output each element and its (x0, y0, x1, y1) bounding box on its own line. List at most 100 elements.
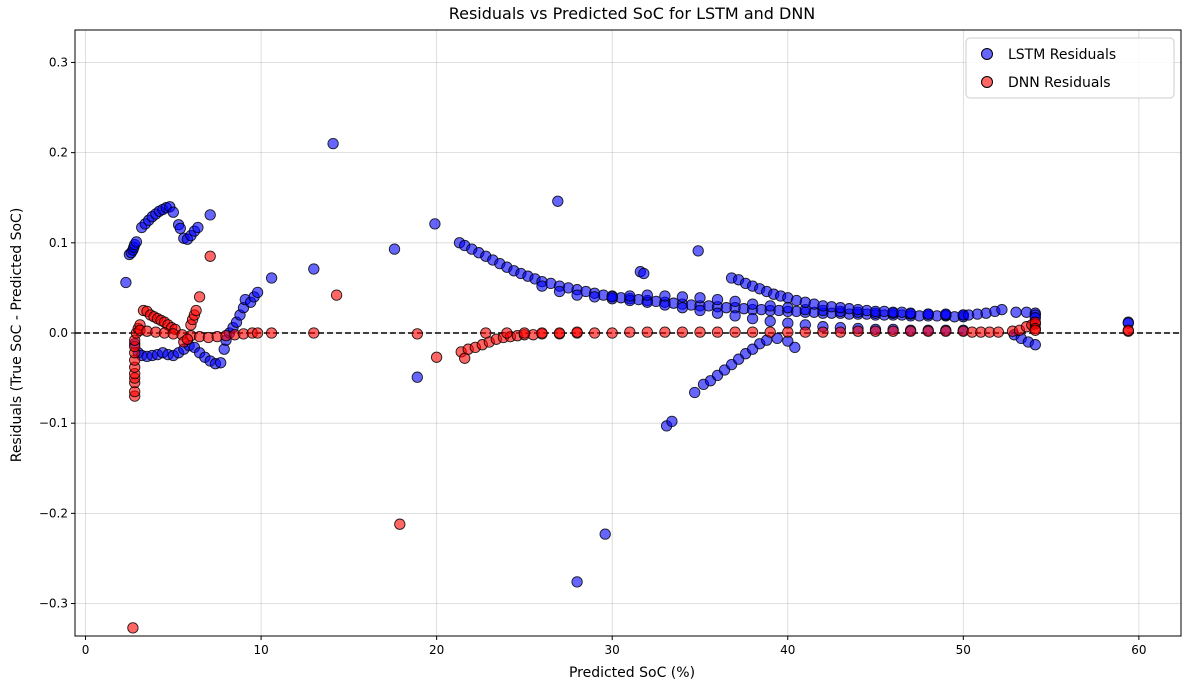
data-point (388, 243, 401, 255)
data-point (204, 250, 216, 262)
data-point (764, 326, 776, 338)
data-point (599, 528, 611, 540)
data-point (694, 292, 706, 304)
data-point (711, 293, 724, 306)
data-point (659, 326, 671, 338)
data-point (327, 137, 339, 150)
data-point (1122, 324, 1134, 336)
y-tick-label: 0.3 (49, 55, 68, 69)
data-point (192, 221, 204, 234)
data-point (729, 295, 741, 308)
legend-label-lstm: LSTM Residuals (1008, 47, 1116, 63)
data-point (711, 326, 724, 338)
data-point (817, 326, 829, 338)
data-point (692, 245, 704, 257)
data-point (265, 327, 278, 339)
data-point (782, 326, 794, 338)
data-point (940, 308, 952, 320)
data-point (394, 518, 406, 530)
data-point (571, 326, 583, 338)
x-axis-ticks: 0 10 20 30 40 50 60 (82, 636, 1147, 657)
data-point (638, 267, 650, 280)
data-point (606, 327, 618, 339)
data-point (218, 343, 230, 355)
data-point (536, 327, 548, 339)
data-point (922, 308, 934, 320)
x-tick-label: 20 (429, 643, 444, 657)
data-point (193, 291, 206, 303)
data-point (190, 304, 202, 317)
data-point (251, 286, 264, 299)
data-point (659, 290, 671, 302)
chart-title: Residuals vs Predicted SoC for LSTM and … (449, 4, 816, 23)
data-point (676, 291, 689, 303)
legend-box (965, 37, 1175, 99)
data-point (308, 327, 320, 339)
data-point (588, 327, 601, 339)
data-point (746, 312, 759, 325)
data-point (167, 206, 179, 218)
data-point (330, 289, 343, 301)
legend-marker-lstm (981, 48, 993, 60)
data-point (127, 622, 139, 634)
data-point (711, 307, 724, 319)
data-point (480, 327, 492, 339)
data-point (746, 326, 759, 338)
data-point (940, 325, 952, 337)
data-point (729, 310, 741, 322)
data-point (430, 351, 443, 363)
data-point (922, 325, 934, 337)
y-tick-label: −0.2 (39, 506, 68, 520)
data-point (887, 325, 899, 337)
data-point (904, 307, 917, 319)
data-point (624, 326, 636, 338)
data-point (746, 298, 759, 310)
data-point (215, 357, 227, 369)
data-point (1010, 306, 1022, 318)
y-tick-label: 0.1 (49, 236, 68, 250)
data-point (553, 327, 566, 339)
data-point (689, 386, 701, 399)
data-point (834, 326, 847, 338)
data-point (411, 328, 423, 340)
data-point (130, 236, 143, 248)
data-point (571, 576, 583, 588)
data-point (308, 263, 320, 275)
x-tick-label: 0 (82, 643, 90, 657)
data-point (1029, 339, 1041, 351)
y-tick-label: −0.3 (39, 597, 68, 611)
data-point (996, 303, 1008, 316)
data-point (1029, 324, 1041, 336)
data-point (771, 332, 783, 345)
data-point (852, 325, 864, 337)
data-point (501, 327, 513, 339)
data-point (694, 304, 706, 317)
x-tick-label: 10 (253, 643, 268, 657)
x-tick-label: 50 (956, 643, 971, 657)
data-point (571, 289, 583, 301)
data-point (518, 327, 531, 339)
x-tick-label: 40 (780, 643, 795, 657)
data-point (694, 326, 706, 338)
data-point (120, 276, 132, 289)
data-point (904, 325, 917, 337)
legend-marker-dnn (981, 76, 993, 88)
data-point (676, 326, 689, 338)
legend-label-dnn: DNN Residuals (1008, 75, 1111, 91)
x-tick-label: 60 (1131, 643, 1146, 657)
y-tick-label: 0.0 (49, 326, 68, 340)
series-dnn (127, 250, 1134, 634)
data-point (588, 291, 601, 303)
data-point (799, 326, 811, 338)
data-point (606, 291, 618, 303)
data-point (181, 333, 194, 345)
x-axis-label: Predicted SoC (%) (569, 665, 695, 681)
data-point (204, 209, 216, 221)
data-point (553, 285, 566, 298)
legend: LSTM Residuals DNN Residuals (965, 37, 1175, 99)
data-point (676, 302, 689, 314)
data-point (869, 325, 882, 337)
data-point (429, 218, 441, 230)
data-point (789, 341, 801, 354)
